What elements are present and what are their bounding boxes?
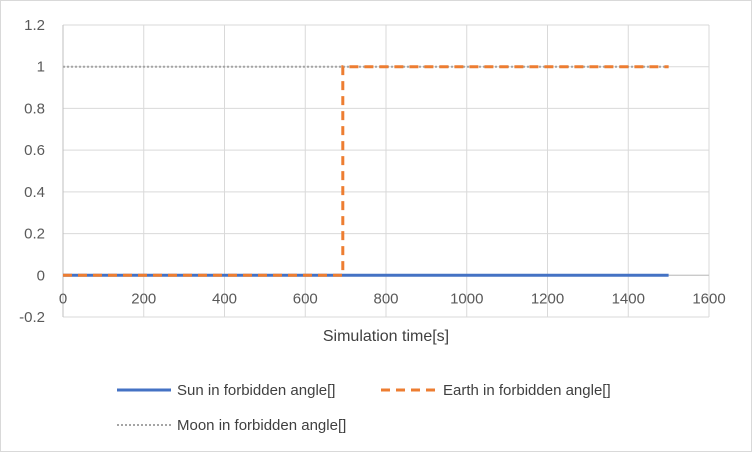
- y-tick-label: 1.2: [24, 17, 45, 34]
- y-tick-label: 0.4: [24, 184, 45, 201]
- y-tick-label: 0: [37, 267, 45, 284]
- grid-lines: [63, 24, 710, 318]
- y-tick-label: 0.6: [24, 142, 45, 159]
- x-tick-label: 1400: [612, 290, 645, 307]
- legend-label-0: Sun in forbidden angle[]: [177, 382, 335, 399]
- series-line-1: [63, 65, 669, 277]
- y-tick-label: 0.8: [24, 100, 45, 117]
- x-tick-label: 800: [373, 290, 398, 307]
- x-tick-label: 0: [59, 290, 67, 307]
- x-tick-label: 1000: [450, 290, 483, 307]
- x-tick-label: 600: [293, 290, 318, 307]
- series-lines: [63, 65, 669, 277]
- y-tick-label: -0.2: [19, 309, 45, 326]
- legend-label-2: Moon in forbidden angle[]: [177, 417, 346, 434]
- legend-label-1: Earth in forbidden angle[]: [443, 382, 611, 399]
- y-tick-label: 0.2: [24, 226, 45, 243]
- x-axis-title: Simulation time[s]: [323, 328, 449, 345]
- legend: Sun in forbidden angle[] Earth in forbidd…: [117, 382, 611, 434]
- y-tick-label: 1: [37, 59, 45, 76]
- x-tick-label: 200: [131, 290, 156, 307]
- x-tick-label: 1600: [692, 290, 725, 307]
- x-tick-label: 1200: [531, 290, 564, 307]
- x-tick-label: 400: [212, 290, 237, 307]
- tick-labels: -0.2 0 0.2 0.4 0.6 0.8 1 1.2 0 200 400 600 800 1000 12…: [19, 17, 726, 326]
